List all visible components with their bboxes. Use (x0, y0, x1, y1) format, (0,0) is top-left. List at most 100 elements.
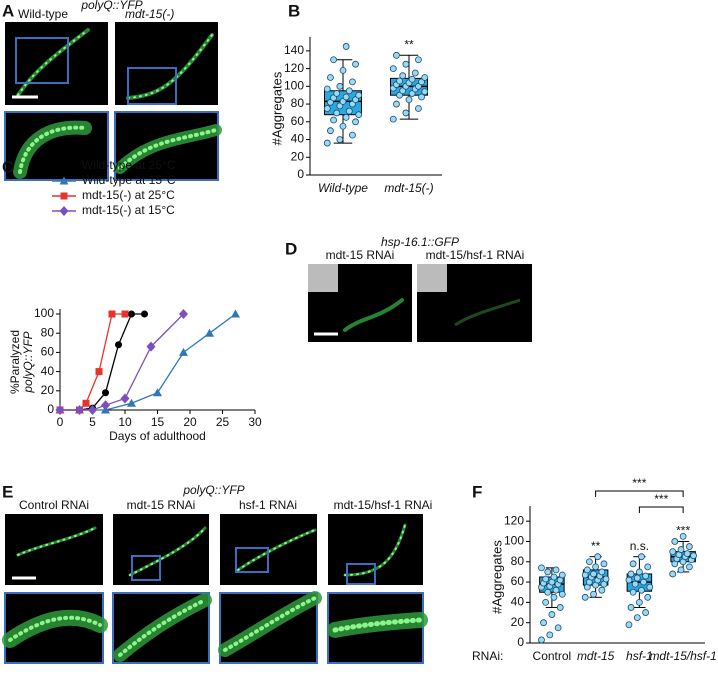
point (120, 393, 130, 404)
legend-label: Wild-type at 25°C (82, 158, 176, 172)
data-point (415, 56, 422, 64)
x-tick-label: 25 (216, 415, 230, 429)
data-point (677, 546, 685, 553)
data-point (554, 624, 562, 632)
x-tick-label: 5 (89, 415, 96, 429)
point (115, 341, 122, 349)
data-point (333, 109, 341, 117)
legend-label: mdt-15(-) at 25°C (82, 188, 175, 202)
data-point (625, 576, 633, 584)
x-tick-label: Control (533, 649, 572, 663)
image-label: Wild-type (18, 7, 68, 21)
y-tick-label: 140 (284, 43, 304, 57)
y-tick-label: 20 (511, 615, 525, 629)
data-point (644, 563, 652, 571)
data-point (642, 572, 650, 580)
x-tick-label: mdt-15 (577, 649, 615, 663)
data-point (405, 96, 413, 104)
data-point (679, 532, 687, 540)
panel-label: F (472, 482, 482, 501)
data-point (352, 118, 359, 126)
data-point (635, 568, 643, 576)
data-point (583, 566, 591, 574)
data-point (355, 91, 363, 99)
point (82, 399, 90, 407)
data-point (594, 553, 602, 561)
y-tick-label: 80 (291, 96, 305, 110)
image-panel-d (308, 264, 532, 342)
data-point (402, 109, 410, 117)
series-line (60, 313, 236, 411)
image-label: mdt-15(-) (125, 7, 174, 21)
point (179, 347, 188, 356)
point (75, 405, 84, 415)
data-point (342, 113, 350, 121)
data-point (685, 563, 693, 571)
data-point (556, 604, 564, 611)
image-label: mdt-15 RNAi (127, 498, 196, 512)
data-point (393, 100, 400, 108)
data-point (542, 575, 550, 583)
data-point (638, 553, 645, 561)
data-point (598, 568, 606, 576)
data-point (644, 593, 652, 601)
data-point (690, 552, 697, 560)
data-point (550, 573, 558, 581)
x-tick-label: 0 (57, 415, 64, 429)
x-tick-label: Wild-type (318, 181, 368, 195)
legend-marker (60, 192, 68, 200)
point (108, 310, 116, 318)
x-tick-label: hsf-1 (626, 649, 653, 663)
x-axis-label: Days of adulthood (109, 429, 206, 443)
data-point (633, 574, 641, 582)
image-label: hsf-1 RNAi (239, 498, 297, 512)
data-point (393, 51, 400, 59)
annotation: n.s. (630, 539, 649, 553)
data-point (418, 93, 425, 101)
x-tick-label: 30 (248, 415, 262, 429)
x-tick-label: 10 (118, 415, 132, 429)
comparison-bracket (638, 506, 684, 513)
y-tick-label: 60 (511, 574, 525, 588)
data-point (345, 87, 353, 95)
y-tick-label: 0 (47, 402, 54, 416)
y-tick-label: 100 (284, 79, 304, 93)
data-point (558, 590, 566, 598)
y-tick-label: 60 (41, 345, 55, 359)
data-point (585, 558, 593, 566)
y-tick-label: 40 (291, 132, 305, 146)
data-point (421, 88, 429, 96)
point (141, 310, 148, 318)
data-point (627, 604, 635, 611)
data-point (349, 78, 356, 86)
series-line (60, 313, 184, 411)
data-point (538, 636, 545, 644)
point (101, 400, 110, 411)
data-point (349, 131, 356, 139)
point (127, 398, 136, 407)
data-point (550, 593, 558, 601)
data-point (544, 568, 552, 576)
x-tick-label: 20 (183, 415, 197, 429)
legend-marker (59, 206, 69, 216)
data-point (336, 136, 344, 143)
panel-label: E (2, 482, 13, 501)
data-point (330, 116, 337, 124)
point (102, 389, 109, 397)
data-point (602, 575, 610, 583)
data-point (389, 65, 397, 72)
point (205, 328, 214, 337)
data-point (640, 578, 647, 586)
y-tick-label: 40 (41, 364, 55, 378)
data-point (396, 77, 403, 85)
point (95, 368, 103, 376)
comparison-label: *** (654, 492, 668, 506)
data-point (339, 66, 347, 74)
data-point (598, 586, 606, 594)
series-line (60, 313, 145, 411)
y-tick-label: 100 (34, 306, 54, 320)
data-point (558, 571, 566, 579)
image-label: Control RNAi (19, 498, 89, 512)
data-point (669, 570, 677, 578)
